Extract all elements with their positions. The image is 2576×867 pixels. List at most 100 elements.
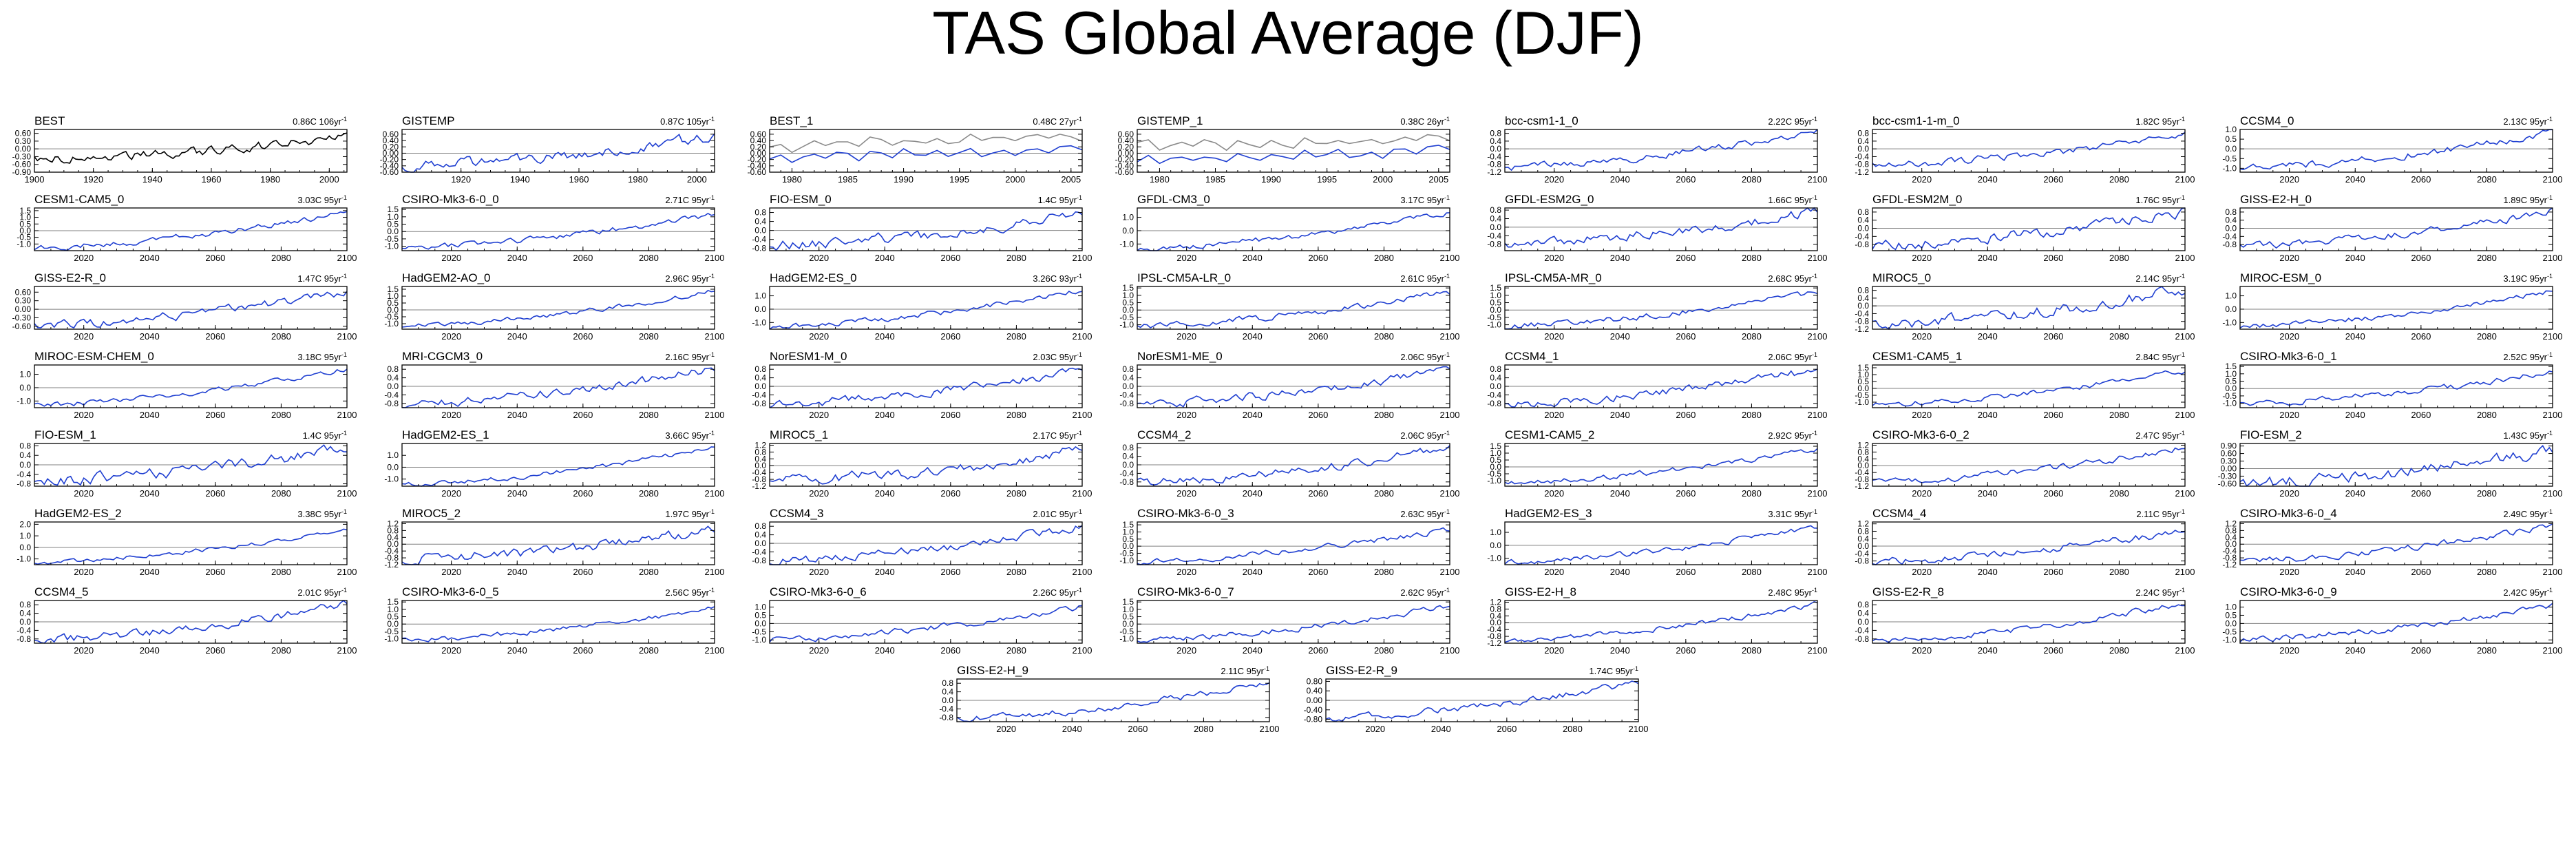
panel-title: CSIRO-Mk3-6-0_3: [1137, 507, 1234, 520]
x-tick-label: 2100: [337, 410, 357, 420]
x-tick-label: 2020: [1912, 410, 1932, 420]
y-tick-label: 1.0: [2225, 291, 2237, 301]
y-tick-label: -0.4: [2222, 231, 2237, 241]
x-tick-label: 2040: [2345, 331, 2365, 342]
panel-giss-e2-h-0: GISS-E2-H_0 1.89C 95yr-1 2020 2040 2060 2080 2…: [2222, 193, 2562, 263]
y-tick-label: 1.5: [387, 205, 399, 214]
y-tick-label: 0.8: [1857, 207, 1869, 217]
x-tick-label: 1980: [260, 174, 280, 185]
y-tick-label: -0.4: [1855, 549, 1869, 558]
x-tick-label: 2060: [1308, 488, 1328, 499]
plot-frame: [1137, 286, 1450, 330]
x-tick-label: 2080: [1742, 253, 1762, 263]
x-tick-label: 2080: [2477, 567, 2497, 577]
x-tick-label: 2060: [2411, 488, 2431, 499]
y-tick-label: 0.8: [754, 208, 766, 218]
plot-frame: [401, 129, 715, 173]
plot-frame: [2239, 521, 2553, 565]
x-tick-label: 2020: [1544, 567, 1564, 577]
x-tick-label: 2080: [2109, 567, 2129, 577]
y-tick-label: 0.60: [383, 129, 399, 139]
y-tick-label: -0.4: [17, 470, 31, 479]
x-tick-label: 2100: [705, 488, 725, 499]
y-tick-label: 1.0: [19, 370, 31, 379]
y-tick-label: 1.0: [2225, 369, 2237, 379]
y-tick-label: -0.8: [384, 553, 399, 563]
trend-label: 1.47C 95yr-1: [297, 273, 347, 284]
y-tick-label: 1.0: [754, 291, 766, 301]
panel-title: HadGEM2-ES_3: [1505, 507, 1592, 520]
y-tick-label: 0.4: [2225, 216, 2237, 225]
panel-hadgem2-es-0: HadGEM2-ES_0 3.26C 93yr-1 2020 2040 2060 2080…: [752, 271, 1092, 342]
x-tick-label: 2080: [1742, 331, 1762, 342]
y-tick-label: -1.0: [17, 396, 31, 406]
x-tick-label: 2040: [2345, 488, 2365, 499]
trend-unit: -1: [709, 430, 715, 437]
y-tick-label: -0.8: [2222, 553, 2237, 563]
x-tick-label: 2040: [507, 410, 527, 420]
series-line: [1872, 132, 2186, 167]
series-line: [401, 289, 715, 328]
panel-title: CESM1-CAM5_0: [34, 193, 124, 206]
plot-frame: [401, 286, 715, 330]
series-line: [1504, 207, 1818, 248]
x-tick-label: 2040: [1610, 174, 1630, 185]
y-tick-label: 0.0: [19, 226, 31, 236]
series-line: [401, 133, 715, 173]
y-tick-label: -0.5: [2222, 391, 2237, 401]
y-tick-label: 0.0: [2225, 539, 2237, 549]
panel-giss-e2-h-8: GISS-E2-H_8 2.48C 95yr-1 2020 2040 2060 2080 2…: [1487, 585, 1827, 656]
x-tick-label: 2080: [1006, 253, 1026, 263]
x-tick-label: 2100: [2175, 645, 2195, 656]
x-tick-label: 2080: [1006, 410, 1026, 420]
x-tick-label: 2100: [1440, 331, 1460, 342]
x-tick-label: 1980: [1150, 174, 1170, 185]
y-tick-label: 0.30: [2221, 457, 2237, 466]
y-tick-label: -0.8: [1855, 160, 1869, 169]
y-tick-label: 1.2: [1857, 440, 1869, 450]
x-tick-label: 2040: [1610, 331, 1630, 342]
y-tick-label: 0.4: [1857, 136, 1869, 146]
x-tick-label: 2100: [705, 645, 725, 656]
trend-label: 3.66C 95yr-1: [665, 430, 715, 441]
x-tick-label: 2080: [1374, 410, 1394, 420]
y-tick-label: 0.0: [754, 226, 766, 236]
panel-title: CCSM4_4: [1872, 507, 1926, 520]
x-tick-label: 2060: [2411, 331, 2431, 342]
y-tick-label: 0.60: [2221, 449, 2237, 459]
series-line: [769, 605, 1083, 643]
trend-label: 2.56C 95yr-1: [665, 587, 715, 598]
trend-unit: -1: [341, 587, 347, 594]
y-tick-label: 0.00: [750, 148, 767, 158]
panel-csiro-mk3-6-0-5: CSIRO-Mk3-6-0_5 2.56C 95yr-1 2020 2040 2060 2…: [384, 585, 724, 656]
trend-unit: -1: [1812, 508, 1817, 515]
y-tick-label: 1.2: [2225, 519, 2237, 528]
trend-unit: -1: [2547, 351, 2553, 358]
x-tick-label: 2040: [2345, 410, 2365, 420]
trend-unit: -1: [1444, 273, 1450, 280]
x-tick-label: 2100: [1808, 410, 1828, 420]
y-tick-label: 0.80: [1307, 676, 1323, 686]
panel-csiro-mk3-6-0-0: CSIRO-Mk3-6-0_0 2.71C 95yr-1 2020 2040 2060 2…: [384, 193, 724, 263]
trend-unit: -1: [709, 194, 715, 201]
y-tick-label: 0.4: [1490, 136, 1501, 146]
y-tick-label: -1.0: [1119, 556, 1134, 565]
y-tick-label: -1.0: [1487, 554, 1501, 563]
x-tick-label: 2080: [1374, 331, 1394, 342]
x-tick-label: 2000: [319, 174, 339, 185]
series-line: [2239, 129, 2553, 171]
x-tick-label: 2100: [2543, 410, 2563, 420]
y-tick-label: 0.5: [1122, 298, 1134, 308]
x-tick-label: 2020: [809, 410, 829, 420]
panel-title: GISTEMP_1: [1137, 114, 1203, 127]
y-tick-label: 0.00: [15, 144, 32, 154]
panel-title: IPSL-CM5A-MR_0: [1505, 271, 1602, 284]
series-line: [34, 368, 348, 407]
x-tick-label: 2100: [2175, 488, 2195, 499]
x-tick-label: 2020: [1912, 645, 1932, 656]
x-tick-label: 2020: [1176, 488, 1196, 499]
x-tick-label: 2100: [337, 253, 357, 263]
x-tick-label: 2000: [687, 174, 707, 185]
y-tick-label: 0.8: [1857, 286, 1869, 295]
panel-title: MIROC-ESM-CHEM_0: [34, 350, 154, 363]
